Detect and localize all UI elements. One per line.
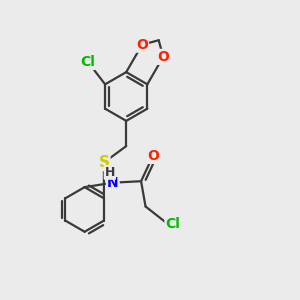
Text: O: O bbox=[157, 50, 169, 64]
Text: Cl: Cl bbox=[165, 217, 180, 231]
Text: S: S bbox=[98, 155, 110, 170]
Text: N: N bbox=[107, 176, 119, 190]
Text: O: O bbox=[136, 38, 148, 52]
Text: H: H bbox=[105, 166, 115, 179]
Text: Cl: Cl bbox=[80, 55, 95, 69]
Text: O: O bbox=[147, 149, 159, 163]
